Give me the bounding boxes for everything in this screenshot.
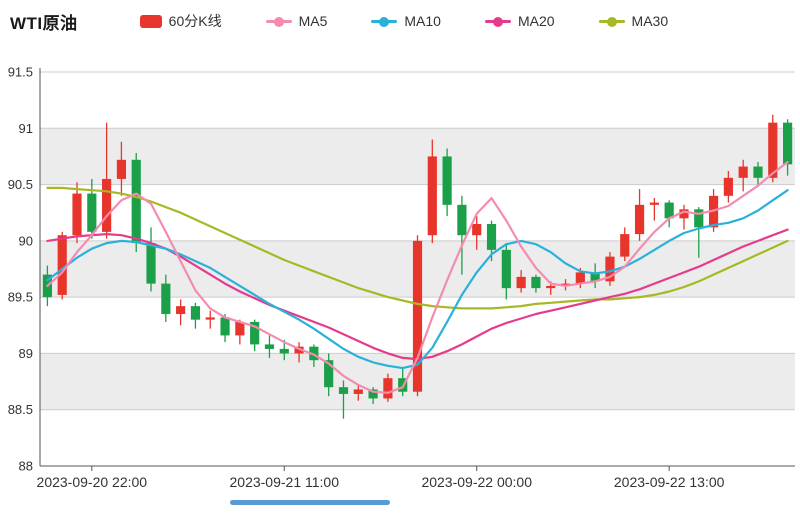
chart-title: WTI原油 bbox=[10, 13, 78, 33]
scrollbar-handle[interactable] bbox=[230, 500, 390, 505]
svg-text:91.5: 91.5 bbox=[8, 65, 33, 80]
legend: 60分K线 MA5 MA10 MA20 MA30 bbox=[139, 11, 669, 31]
legend-item-ma20[interactable]: MA20 bbox=[484, 13, 555, 29]
ma30-legend-icon bbox=[598, 14, 625, 28]
svg-text:89.5: 89.5 bbox=[8, 290, 33, 305]
svg-text:88.5: 88.5 bbox=[8, 402, 33, 417]
svg-text:91: 91 bbox=[19, 121, 33, 136]
legend-label-kline: 60分K线 bbox=[168, 13, 222, 29]
legend-item-ma5[interactable]: MA5 bbox=[265, 13, 328, 29]
svg-text:90.5: 90.5 bbox=[8, 177, 33, 192]
legend-item-kline[interactable]: 60分K线 bbox=[139, 11, 222, 31]
svg-text:2023-09-22 13:00: 2023-09-22 13:00 bbox=[614, 474, 725, 490]
legend-label-ma5: MA5 bbox=[298, 13, 328, 29]
svg-text:89: 89 bbox=[19, 346, 33, 361]
svg-text:90: 90 bbox=[19, 233, 33, 248]
legend-item-ma10[interactable]: MA10 bbox=[371, 13, 441, 29]
ma10-legend-icon bbox=[371, 14, 398, 28]
legend-label-ma30: MA30 bbox=[631, 13, 669, 29]
svg-text:88: 88 bbox=[19, 459, 33, 474]
svg-text:2023-09-22 00:00: 2023-09-22 00:00 bbox=[421, 474, 532, 490]
legend-label-ma10: MA10 bbox=[404, 13, 441, 29]
svg-text:2023-09-21 11:00: 2023-09-21 11:00 bbox=[230, 474, 340, 490]
ma5-legend-icon bbox=[265, 14, 292, 28]
legend-label-ma20: MA20 bbox=[517, 13, 555, 29]
svg-text:2023-09-20 22:00: 2023-09-20 22:00 bbox=[37, 474, 148, 490]
kline-legend-icon bbox=[139, 14, 162, 28]
ma20-legend-icon bbox=[484, 14, 511, 28]
legend-item-ma30[interactable]: MA30 bbox=[598, 13, 669, 29]
chart-header: WTI原油 60分K线 MA5 MA10 MA20 MA30 bbox=[0, 0, 800, 36]
